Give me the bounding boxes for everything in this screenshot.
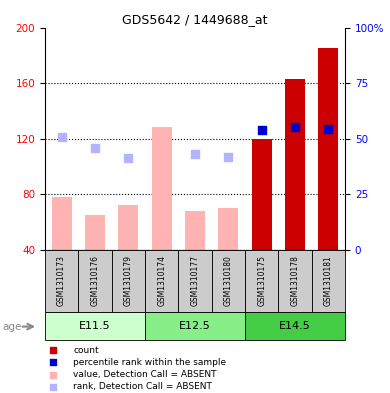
Bar — [45, 312, 145, 340]
Bar — [319, 48, 339, 250]
Text: GSM1310174: GSM1310174 — [157, 255, 166, 307]
Title: GDS5642 / 1449688_at: GDS5642 / 1449688_at — [122, 13, 268, 26]
Bar — [145, 250, 178, 312]
Text: percentile rank within the sample: percentile rank within the sample — [73, 358, 227, 367]
Bar — [185, 211, 205, 250]
Text: GSM1310176: GSM1310176 — [90, 255, 99, 307]
Bar — [145, 312, 245, 340]
Point — [192, 151, 198, 157]
Text: GSM1310173: GSM1310173 — [57, 255, 66, 307]
Text: E11.5: E11.5 — [79, 321, 111, 331]
Bar — [245, 312, 345, 340]
Point — [259, 127, 265, 133]
Bar — [178, 250, 212, 312]
Point — [332, 309, 339, 316]
Bar — [51, 197, 71, 250]
Point — [92, 145, 98, 151]
Bar — [252, 139, 272, 250]
Bar — [212, 250, 245, 312]
Point — [225, 153, 232, 160]
Text: GSM1310179: GSM1310179 — [124, 255, 133, 307]
Point — [58, 134, 65, 140]
Text: GSM1310175: GSM1310175 — [257, 255, 266, 307]
Bar — [312, 250, 345, 312]
Text: rank, Detection Call = ABSENT: rank, Detection Call = ABSENT — [73, 382, 212, 391]
Text: E12.5: E12.5 — [179, 321, 211, 331]
Bar — [245, 250, 278, 312]
Point — [125, 155, 131, 161]
Bar — [112, 250, 145, 312]
Bar — [78, 250, 112, 312]
Bar — [45, 250, 78, 312]
Text: GSM1310177: GSM1310177 — [190, 255, 200, 307]
Bar — [85, 215, 105, 250]
Text: age: age — [2, 322, 21, 332]
Point — [325, 126, 332, 132]
Bar — [152, 127, 172, 250]
Bar — [278, 250, 312, 312]
Text: value, Detection Call = ABSENT: value, Detection Call = ABSENT — [73, 370, 217, 379]
Point — [332, 86, 339, 92]
Text: GSM1310181: GSM1310181 — [324, 255, 333, 307]
Text: GSM1310180: GSM1310180 — [224, 255, 233, 307]
Bar — [285, 79, 305, 250]
Bar — [118, 205, 138, 250]
Text: count: count — [73, 345, 99, 354]
Bar — [218, 208, 238, 250]
Point — [292, 124, 298, 130]
Text: GSM1310178: GSM1310178 — [291, 255, 300, 307]
Point — [332, 198, 339, 204]
Text: E14.5: E14.5 — [279, 321, 311, 331]
